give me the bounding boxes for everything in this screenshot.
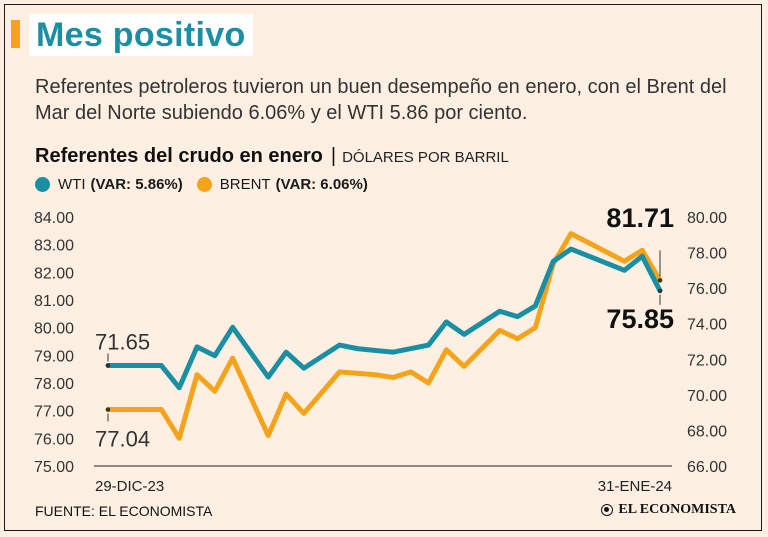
right-tick-label: 78.00 [687, 246, 727, 263]
wti-end-marker [657, 288, 663, 294]
left-tick-label: 75.00 [34, 459, 74, 476]
accent-bar [11, 20, 20, 48]
title-box: Mes positivo [29, 14, 253, 56]
right-tick-label: 66.00 [687, 459, 727, 476]
brand-icon [601, 504, 614, 516]
series-line-brent [105, 231, 663, 441]
infographic-frame [4, 4, 762, 531]
chart-unit: DÓLARES POR BARRIL [342, 149, 509, 166]
left-tick-label: 84.00 [34, 210, 74, 227]
legend-item-wti: WTI (VAR: 5.86%) [35, 176, 183, 193]
legend-var-brent: (VAR: 6.06%) [275, 176, 368, 193]
x-label-end: 31-ENE-24 [598, 478, 672, 495]
legend-label-wti: WTI [58, 176, 86, 193]
wti-legend-dot [35, 177, 50, 192]
legend-var-wti: (VAR: 5.86%) [90, 176, 183, 193]
source-note: FUENTE: EL ECONOMISTA [35, 503, 213, 519]
left-axis: 84.00 83.00 82.00 81.00 80.00 79.00 78.00 77.00… [34, 210, 74, 476]
right-tick-label: 74.00 [687, 317, 727, 334]
brand-name: EL ECONOMISTA [618, 502, 736, 517]
brent-end-label: 81.71 [606, 203, 674, 233]
description: Referentes petroleros tuvieron un buen d… [35, 76, 727, 124]
page-title: Mes positivo [36, 16, 246, 54]
left-tick-label: 77.00 [34, 404, 74, 421]
right-tick-label: 72.00 [687, 352, 727, 369]
series-line-wti [105, 246, 663, 391]
brent-start-marker [105, 407, 111, 412]
wti-start-label: 71.65 [95, 330, 150, 355]
brent-start-label: 77.04 [95, 427, 150, 452]
wti-end-label: 75.85 [606, 304, 674, 334]
data-labels: 71.65 77.04 81.71 75.85 [95, 203, 674, 452]
left-tick-label: 82.00 [34, 265, 74, 282]
left-tick-label: 83.00 [34, 238, 74, 255]
right-tick-label: 70.00 [687, 388, 727, 405]
separator: | [330, 145, 337, 167]
right-tick-label: 68.00 [687, 423, 727, 440]
left-tick-label: 81.00 [34, 293, 74, 310]
right-tick-label: 80.00 [687, 210, 727, 227]
left-tick-label: 79.00 [34, 348, 74, 365]
brent-legend-dot [196, 177, 212, 192]
legend-item-brent: BRENT (VAR: 6.06%) [196, 176, 368, 193]
right-tick-label: 76.00 [687, 281, 727, 298]
right-axis: 80.00 78.00 76.00 74.00 72.00 70.00 68.00 66.00 [687, 210, 727, 476]
left-tick-label: 78.00 [34, 376, 74, 393]
legend-label-brent: BRENT [219, 176, 271, 193]
left-tick-label: 80.00 [34, 321, 74, 338]
left-tick-label: 76.00 [34, 431, 74, 448]
legend: WTI (VAR: 5.86%) BRENT (VAR: 6.06%) [35, 176, 382, 193]
brand-logo: EL ECONOMISTA [601, 502, 736, 518]
brent-end-marker [657, 278, 663, 283]
x-label-start: 29-DIC-23 [95, 478, 164, 495]
chart-title: Referentes del crudo en enero [35, 145, 323, 167]
chart-subtitle: Referentes del crudo en enero | DÓLARES … [35, 145, 509, 168]
wti-start-marker [105, 363, 111, 368]
series-group [105, 231, 663, 441]
